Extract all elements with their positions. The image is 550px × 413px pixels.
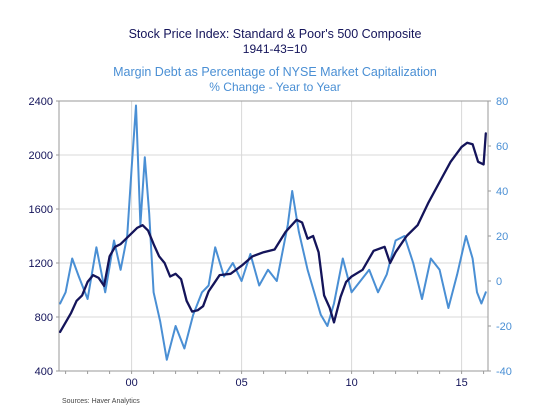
x-axis: 00 05 10 15 — [65, 371, 485, 389]
x-tick-label: 10 — [345, 377, 357, 389]
chart-subtitle: 1941-43=10 — [243, 42, 308, 56]
series-line-sp500 — [58, 132, 487, 334]
left-tick-label: 400 — [35, 366, 53, 378]
left-tick-label: 2400 — [29, 96, 53, 108]
x-tick-label: 05 — [235, 377, 247, 389]
right-tick-label: 80 — [496, 96, 508, 108]
x-tick-label: 15 — [455, 377, 467, 389]
x-tick-label: 00 — [125, 377, 137, 389]
right-tick-label: -20 — [496, 321, 512, 333]
right-tick-label: 20 — [496, 231, 508, 243]
right-tick-label: 60 — [496, 141, 508, 153]
right-tick-label: 0 — [496, 276, 502, 288]
chart-title-2: Margin Debt as Percentage of NYSE Market… — [113, 65, 437, 79]
chart-subtitle-2: % Change - Year to Year — [209, 80, 340, 94]
left-tick-label: 2000 — [29, 150, 53, 162]
source-note: Sources: Haver Analytics — [62, 398, 140, 405]
series-layer — [58, 104, 487, 361]
left-tick-label: 1200 — [29, 258, 53, 270]
right-axis: -40 -20 0 20 40 60 80 — [488, 96, 512, 378]
grid-lines — [59, 101, 488, 371]
left-tick-label: 1600 — [29, 204, 53, 216]
right-tick-label: -40 — [496, 366, 512, 378]
plot-frame — [58, 100, 489, 372]
left-axis: 400 800 1200 1600 2000 2400 — [29, 96, 59, 378]
series-line-margin-debt — [59, 104, 487, 361]
chart-title: Stock Price Index: Standard & Poor's 500… — [129, 27, 422, 41]
left-tick-label: 800 — [35, 312, 53, 324]
right-tick-label: 40 — [496, 186, 508, 198]
